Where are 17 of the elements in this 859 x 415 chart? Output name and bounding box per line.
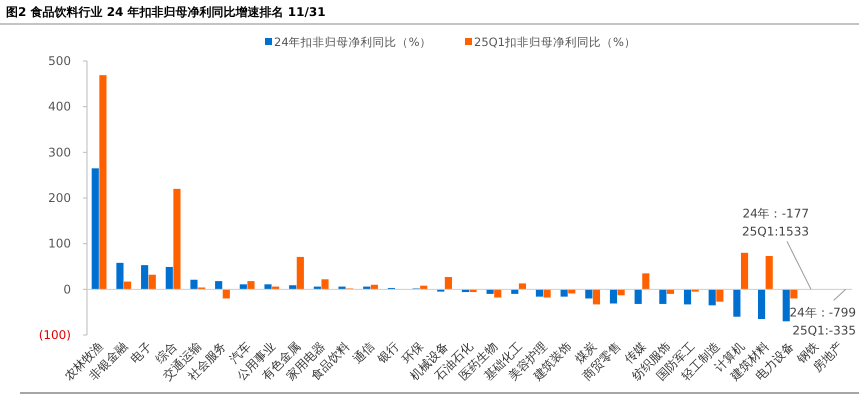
legend-label: 25Q1扣非归母净利同比（%） — [474, 35, 636, 49]
y-tick-label: 400 — [48, 100, 71, 114]
chart-title: 图2 食品饮料行业 24 年扣非归母净利同比增速排名 11/31 — [6, 5, 326, 19]
y-tick-label: 200 — [48, 191, 71, 205]
y-tick-label: 500 — [48, 54, 71, 68]
annotation: 24年：-799 — [789, 305, 856, 320]
y-tick-label: (100) — [38, 328, 71, 342]
annotation: 25Q1:-335 — [792, 323, 856, 338]
annotation: 25Q1:1533 — [742, 224, 809, 238]
x-tick-label: 通信 — [350, 339, 377, 366]
legend-label: 24年扣非归母净利同比（%） — [274, 35, 432, 49]
y-tick-label: 100 — [48, 236, 71, 251]
x-tick-label: 银行 — [374, 339, 402, 367]
x-tick-label: 电子 — [128, 339, 155, 366]
annotation: 24年：-177 — [742, 206, 809, 220]
y-tick-label: 0 — [63, 282, 71, 296]
y-tick-label: 300 — [48, 145, 71, 160]
